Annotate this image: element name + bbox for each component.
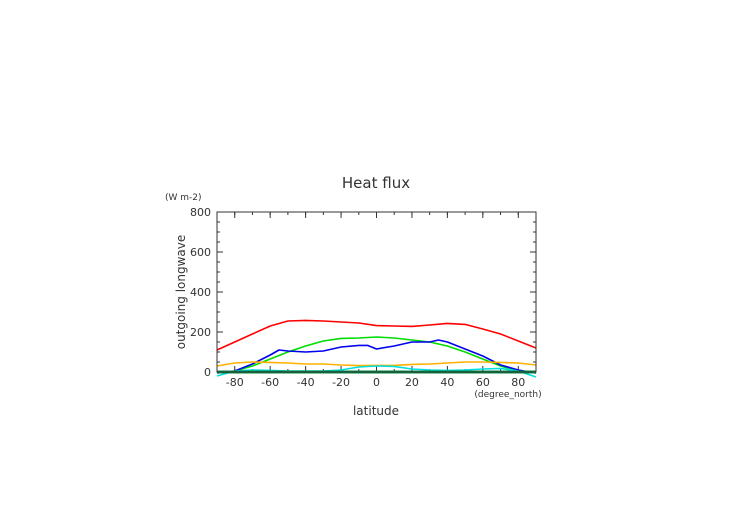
y-axis-label: outgoing longwave [174, 235, 188, 350]
x-tick-label: 0 [373, 376, 380, 389]
x-tick-label: 20 [405, 376, 419, 389]
series-line-blue [216, 339, 537, 374]
x-tick-label: 40 [440, 376, 454, 389]
y-tick-label: 800 [190, 206, 211, 219]
series-line-green [216, 336, 537, 374]
chart-title: Heat flux [342, 174, 410, 192]
x-units: (degree_north) [474, 390, 541, 400]
y-tick-label: 400 [190, 286, 211, 299]
y-tick-label: 200 [190, 326, 211, 339]
x-tick-label: -20 [332, 376, 350, 389]
x-tick-label: -40 [297, 376, 315, 389]
series-line-red [216, 319, 537, 351]
plot-frame [216, 211, 537, 373]
y-units: (W m-2) [165, 193, 202, 203]
x-tick-label: -80 [226, 376, 244, 389]
x-axis-label: latitude [353, 404, 399, 418]
y-tick-label: 0 [204, 366, 211, 379]
x-tick-label: 80 [511, 376, 525, 389]
series-line-cyan [216, 365, 537, 378]
y-tick-label: 600 [190, 246, 211, 259]
x-tick-label: 60 [476, 376, 490, 389]
x-tick-label: -60 [261, 376, 279, 389]
